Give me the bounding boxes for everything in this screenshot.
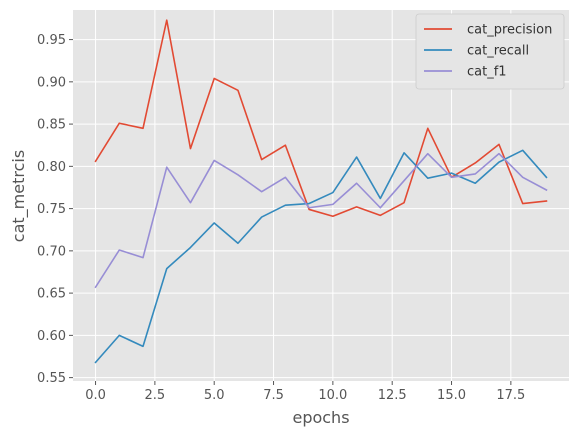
series-line-cat-f1 [94,152,548,289]
y-tick-label: 0.55 [37,371,66,386]
x-axis-label: epochs [292,408,349,427]
y-tick-label: 0.75 [37,202,66,217]
legend-label-cat-precision: cat_precision [467,23,552,38]
y-tick-label: 0.90 [37,75,66,90]
legend-box [415,13,565,90]
x-tick-label: 15.0 [437,388,466,403]
legend: cat_precision cat_recall cat_f1 [415,13,565,90]
series-lines [94,19,548,364]
series-line-cat-precision [94,19,548,218]
y-tick-label: 0.80 [37,160,66,175]
y-tick-label: 0.70 [37,244,66,259]
y-tick-label: 0.60 [37,329,66,344]
x-axis-ticks: 0.0 2.5 5.0 7.5 10.0 12.5 15.0 17.5 [85,381,525,403]
x-tick-label: 10.0 [318,388,347,403]
y-axis-label: cat_metrcis [9,150,29,242]
x-tick-label: 5.0 [204,388,225,403]
series-line-cat-recall [94,149,548,364]
y-tick-label: 0.85 [37,118,66,133]
y-tick-label: 0.65 [37,287,66,302]
y-tick-label: 0.95 [37,33,66,48]
x-tick-label: 17.5 [496,388,525,403]
legend-label-cat-f1: cat_f1 [467,65,507,80]
x-tick-label: 12.5 [378,388,407,403]
legend-label-cat-recall: cat_recall [467,44,529,59]
x-tick-label: 7.5 [263,388,284,403]
y-axis-ticks: 0.55 0.60 0.65 0.70 0.75 0.80 0.85 0.90 0.95 [37,33,73,386]
x-tick-label: 2.5 [145,388,166,403]
x-tick-label: 0.0 [85,388,106,403]
